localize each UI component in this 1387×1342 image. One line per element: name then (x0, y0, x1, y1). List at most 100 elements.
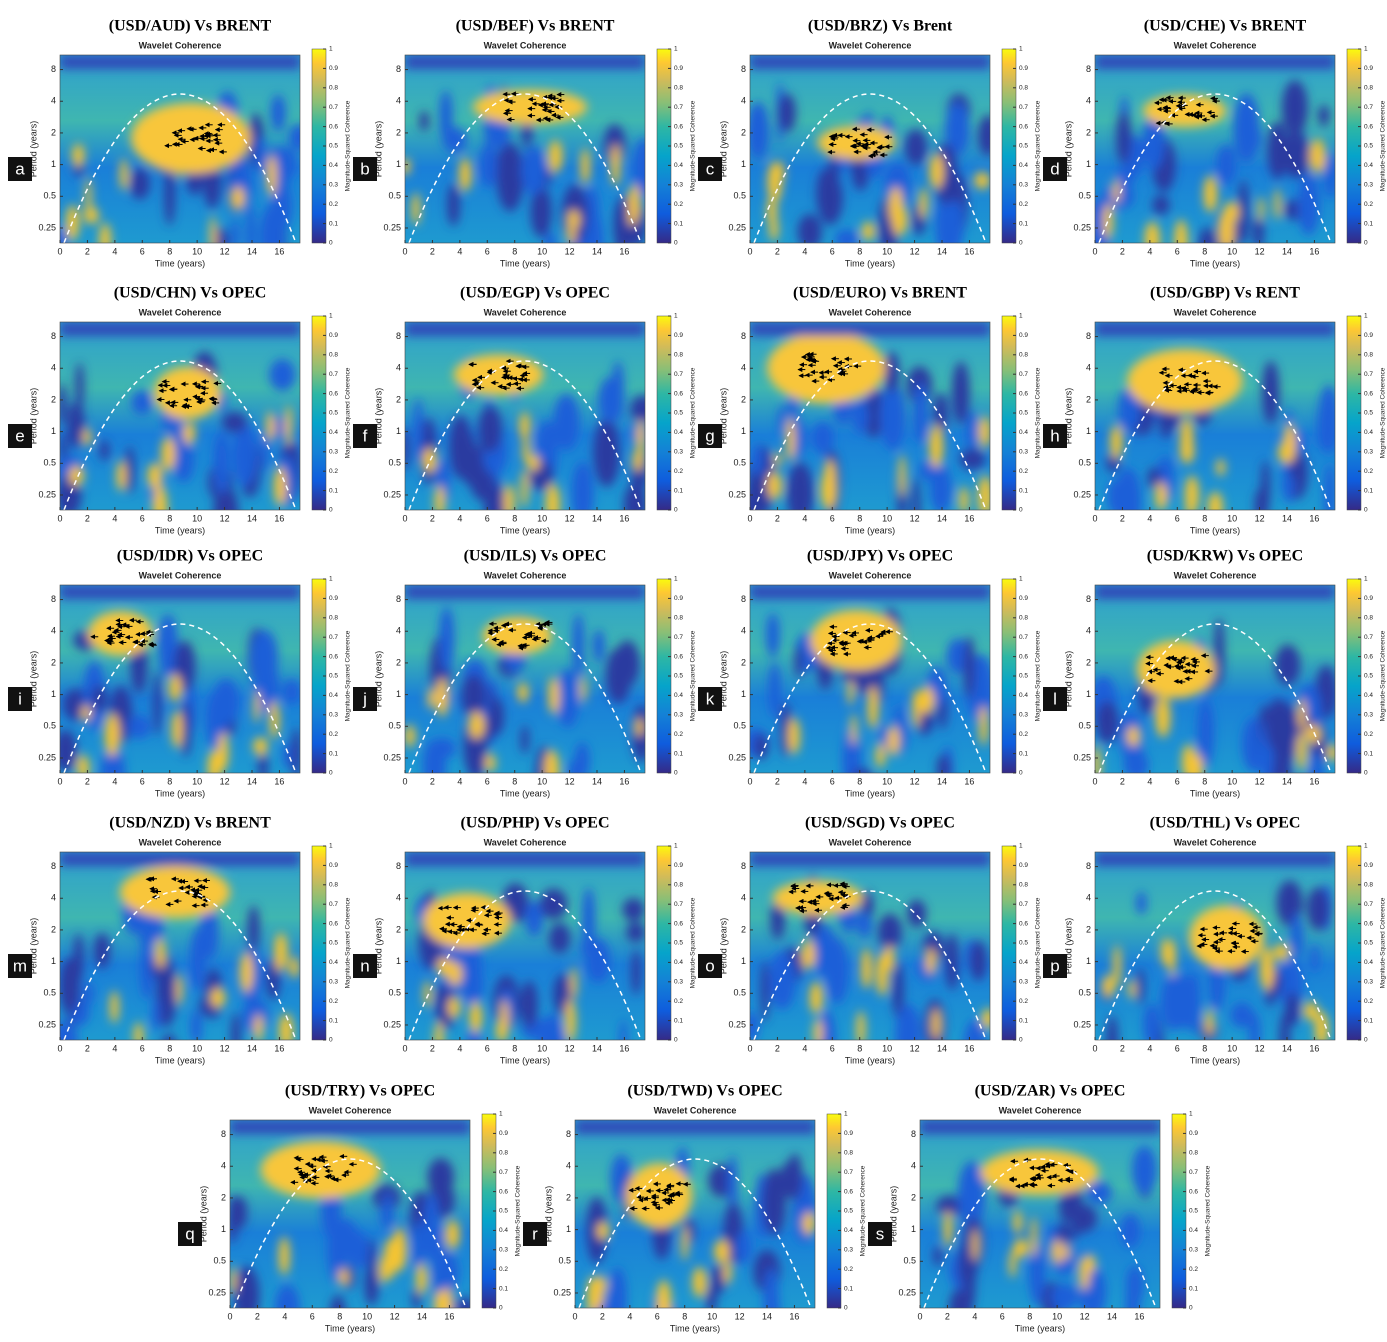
blob (611, 360, 625, 421)
colorbar-tick-label: 1 (674, 576, 678, 583)
colorbar-tick-label: 0.4 (1364, 429, 1373, 436)
colorbar-tick-label: 0.8 (1189, 1150, 1198, 1157)
x-tick-label: 8 (167, 776, 172, 786)
y-tick-label: 1 (1086, 689, 1091, 699)
blob (974, 172, 990, 190)
x-axis-label: Time (years) (155, 525, 205, 535)
blob (1248, 1012, 1261, 1040)
colorbar-tick-label: 0.9 (1364, 862, 1373, 869)
y-tick-label: 0.25 (728, 1019, 746, 1029)
colorbar-tick-label: 0.9 (329, 332, 338, 339)
blob (929, 425, 944, 468)
x-tick-label: 4 (1147, 1043, 1152, 1053)
x-tick-label: 0 (57, 513, 62, 523)
blob (570, 966, 578, 1000)
blob (274, 932, 288, 972)
y-tick-label: 0.25 (553, 1287, 571, 1297)
heatmap (1095, 585, 1335, 773)
blob (949, 1286, 973, 1308)
x-tick-label: 0 (747, 1043, 752, 1053)
colorbar-tick-label: 0.9 (1019, 595, 1028, 602)
heatmap (60, 852, 300, 1040)
colorbar-tick-label: 0 (1019, 507, 1023, 514)
blob (944, 102, 970, 156)
x-tick-label: 4 (112, 1043, 117, 1053)
letter-box (1043, 157, 1067, 181)
colorbar-tick-label: 0.8 (674, 352, 683, 359)
blob (412, 1288, 421, 1308)
colorbar-label: Magnitude-Squared Coherence (1380, 100, 1387, 191)
colorbar-tick-label: 1 (1364, 46, 1368, 53)
blob (190, 1009, 202, 1040)
y-tick-label: 1 (396, 426, 401, 436)
x-tick-label: 2 (775, 513, 780, 523)
colorbar-tick-label: 0.2 (1019, 468, 1028, 475)
x-axis-label: Time (years) (1190, 788, 1240, 798)
blob (548, 140, 563, 173)
blob (210, 988, 226, 1008)
x-tick-label: 6 (830, 513, 835, 523)
blob (213, 431, 230, 495)
colorbar-tick-label: 0.5 (329, 143, 338, 150)
colorbar-tick-label: 0.6 (1019, 123, 1028, 130)
panel: (USD/GBP) Vs RENT Wavelet Coherence 0 2 4 6 8 1… (1043, 285, 1387, 535)
blob (176, 974, 183, 1006)
y-tick-label: 8 (741, 64, 746, 74)
letter-box (353, 157, 377, 181)
heatmap-texture (750, 322, 990, 510)
blob (1009, 1250, 1017, 1278)
blob (269, 358, 296, 392)
blob (282, 742, 292, 770)
y-tick-label: 0.25 (728, 752, 746, 762)
y-axis-label: Period (years) (1063, 918, 1073, 975)
x-tick-label: 12 (910, 776, 920, 786)
colorbar-tick-label: 0.2 (1019, 201, 1028, 208)
y-tick-label: 1 (396, 689, 401, 699)
x-tick-label: 8 (1202, 776, 1207, 786)
blob (850, 713, 857, 746)
x-tick-label: 8 (1202, 1043, 1207, 1053)
blob (1102, 975, 1115, 998)
cone-of-influence (63, 890, 297, 1040)
colorbar-tick-label: 0.7 (1364, 634, 1373, 641)
blob (153, 485, 168, 510)
heatmap (405, 55, 645, 243)
panel-title: (USD/JPY) Vs OPEC (807, 548, 953, 565)
colorbar-tick-label: 0.2 (329, 998, 338, 1005)
x-tick-label: 4 (802, 776, 807, 786)
panel-letter: f (363, 426, 368, 445)
colorbar-tick-label: 0.1 (329, 1017, 338, 1024)
cone-of-influence (408, 93, 642, 243)
y-tick-label: 2 (741, 394, 746, 404)
colorbar-tick-label: 0.6 (1019, 920, 1028, 927)
colorbar-tick-label: 0.2 (1364, 731, 1373, 738)
panel-title: (USD/BRZ) Vs Brent (808, 18, 953, 35)
blob (1198, 226, 1215, 243)
x-tick-label: 10 (882, 776, 892, 786)
x-tick-label: 2 (1120, 246, 1125, 256)
blob (898, 454, 906, 497)
blob (656, 1279, 672, 1308)
y-tick-label: 0.25 (383, 222, 401, 232)
blob (1095, 322, 1335, 336)
blob (853, 767, 872, 773)
panel-subtitle: Wavelet Coherence (654, 1105, 737, 1115)
blob (966, 411, 978, 450)
blob (780, 702, 792, 757)
y-tick-label: 8 (1086, 594, 1091, 604)
blob (581, 887, 596, 953)
panel-title: (USD/THL) Vs OPEC (1150, 815, 1301, 832)
x-tick-label: 14 (592, 1043, 602, 1053)
y-tick-label: 8 (396, 861, 401, 871)
colorbar-tick-label: 1 (674, 46, 678, 53)
blob (801, 940, 815, 970)
colorbar-tick-label: 0.1 (844, 1285, 853, 1292)
panel-title: (USD/ZAR) Vs OPEC (975, 1083, 1126, 1100)
blob (770, 898, 785, 940)
x-tick-label: 16 (619, 513, 629, 523)
colorbar-tick-label: 0.1 (329, 750, 338, 757)
blob (239, 952, 253, 993)
y-tick-label: 0.5 (43, 721, 56, 731)
y-tick-label: 1 (566, 1224, 571, 1234)
y-tick-label: 8 (396, 64, 401, 74)
